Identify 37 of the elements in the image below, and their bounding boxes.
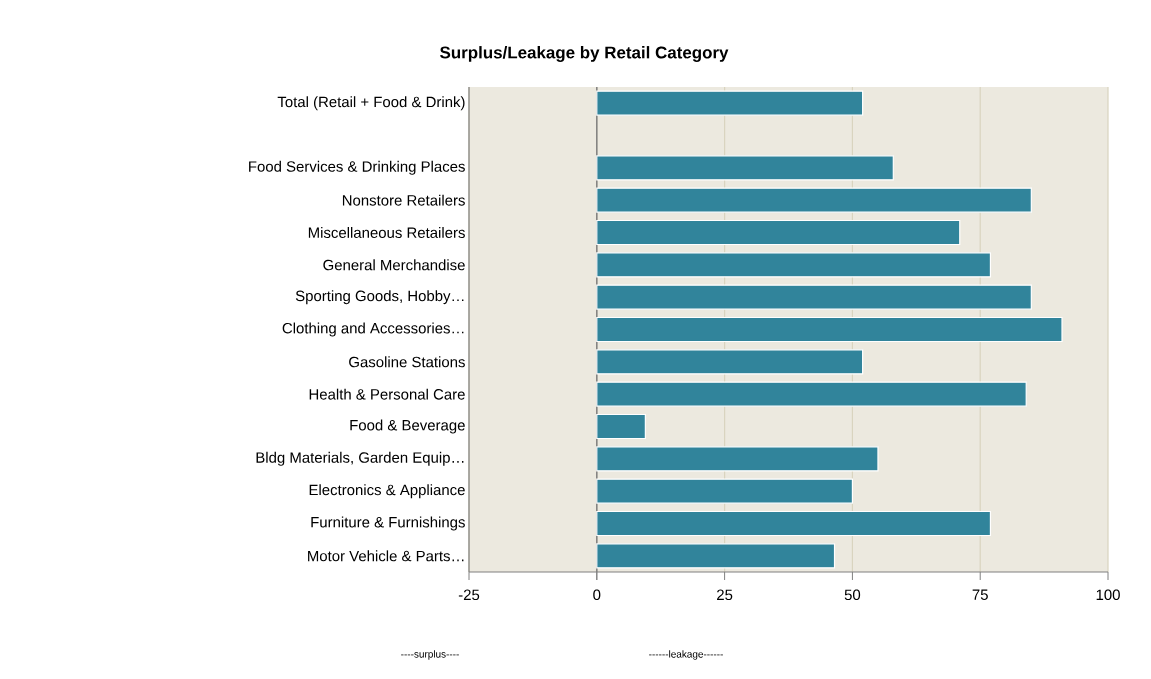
- y-tick-label: Food Services & Drinking Places: [249, 160, 465, 175]
- bar: [596, 219, 961, 246]
- y-tick-label: Total (Retail + Food & Drink): [277, 96, 465, 111]
- bar: [596, 284, 1032, 310]
- bar: [596, 90, 864, 116]
- y-tick-label: Gasoline Stations: [349, 356, 465, 368]
- bar: [596, 381, 1027, 407]
- text: ----surplus----: [401, 650, 459, 660]
- y-tick-label: Health & Personal Care: [309, 388, 465, 400]
- bar: [596, 252, 992, 278]
- bar: [596, 316, 1063, 343]
- text: ------leakage------: [649, 650, 723, 660]
- y-tick-label: Sporting Goods, Hobby…: [295, 290, 464, 305]
- bar: [596, 478, 854, 504]
- y-tick-label: Motor Vehicle & Parts…: [308, 550, 464, 562]
- y-tick-label: Nonstore Retailers: [342, 194, 465, 206]
- bar: [596, 187, 1032, 213]
- y-tick-label: Miscellaneous Retailers: [308, 227, 465, 238]
- x-tick-label: 100: [1096, 589, 1120, 601]
- bar: [596, 413, 646, 440]
- y-tick-label: General Merchandise: [323, 259, 465, 271]
- y-tick-label: Clothing and Accessories…: [282, 322, 464, 337]
- x-tick-label: -25: [458, 589, 480, 601]
- x-tick-label: 25: [717, 589, 733, 601]
- bar: [596, 446, 879, 472]
- bar: [596, 155, 894, 181]
- x-tick-label: 75: [972, 589, 988, 600]
- y-tick-label: Bldg Materials, Garden Equip…: [256, 451, 464, 466]
- x-tick-label: 0: [593, 589, 601, 601]
- bar: [596, 510, 992, 537]
- y-tick-label: Food & Beverage: [350, 419, 465, 434]
- x-tick-label: 50: [844, 589, 861, 601]
- bar: [596, 349, 864, 375]
- y-tick-label: Furniture & Furnishings: [311, 516, 465, 531]
- y-tick-label: Electronics & Appliance: [309, 484, 465, 499]
- bar: [596, 543, 836, 569]
- chart-title: Surplus/Leakage by Retail Category: [440, 46, 729, 62]
